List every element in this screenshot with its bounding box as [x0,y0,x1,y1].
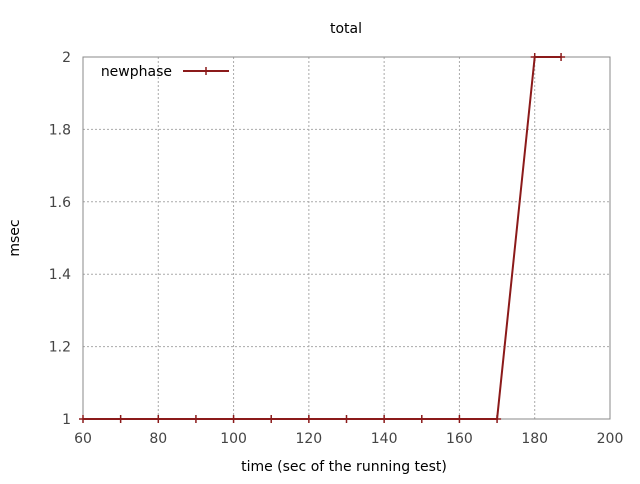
data-point [417,415,426,423]
data-point [493,415,502,423]
y-tick-label: 1.4 [49,267,71,283]
legend-label-newphase: newphase [101,64,172,80]
data-point [79,415,87,423]
series-line-newphase [83,56,562,420]
data-point [229,415,238,423]
x-tick-label: 200 [597,431,624,447]
chart-title: total [330,21,362,37]
data-point [342,415,351,423]
y-tick-label: 1.6 [49,195,71,211]
legend: newphase [101,64,229,80]
x-tick-label: 180 [521,431,548,447]
data-point [304,415,313,423]
data-point [455,415,464,423]
y-tick-label: 2 [62,50,71,66]
x-tick-label: 140 [371,431,398,447]
axis-ticks: 60 80 100 120 140 160 180 200 1 1.2 1.4 1.6 1.8 2 [49,50,624,447]
data-point [267,415,276,423]
x-tick-label: 160 [446,431,473,447]
plot-frame [82,56,611,420]
data-point [380,415,389,423]
legend-sample-newphase [183,67,229,75]
x-tick-label: 80 [149,431,167,447]
x-axis-label: time (sec of the running test) [241,459,447,475]
x-tick-label: 120 [295,431,322,447]
y-axis-label: msec [7,219,23,256]
x-tick-label: 60 [74,431,92,447]
data-point [191,415,200,423]
data-point [557,53,566,61]
data-point [530,53,539,61]
data-point [116,415,125,423]
y-tick-label: 1.2 [49,340,71,356]
series-layer [79,53,566,423]
grid [83,57,610,419]
x-tick-label: 100 [220,431,247,447]
y-tick-label: 1.8 [49,122,71,138]
y-tick-label: 1 [62,412,71,428]
data-point [154,415,163,423]
